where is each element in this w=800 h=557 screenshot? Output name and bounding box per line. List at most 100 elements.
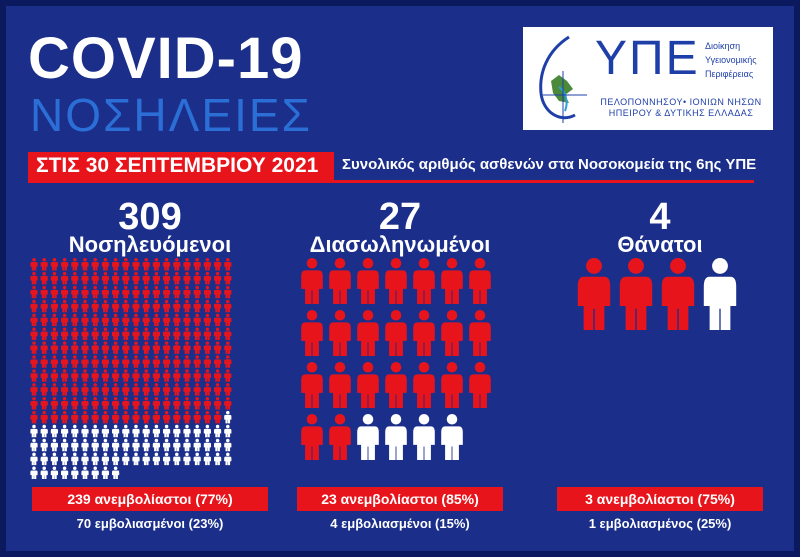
logo-region-line: ΠΕΛΟΠΟΝΝΗΣΟΥ• ΙΟΝΙΩΝ ΝΗΣΩΝ <box>600 97 762 107</box>
unvaccinated-person-icon <box>224 285 232 299</box>
unvaccinated-person-icon <box>142 355 150 368</box>
vaccinated-person-icon <box>357 414 379 460</box>
unvaccinated-person-icon <box>152 397 160 410</box>
unvaccinated-person-icon <box>81 341 89 354</box>
unvaccinated-person-icon <box>81 355 89 368</box>
unvaccinated-person-icon <box>112 369 120 382</box>
unvaccinated-person-icon <box>469 258 491 304</box>
unvaccinated-person-icon <box>101 258 109 271</box>
vaccinated-person-icon <box>71 424 79 438</box>
unvaccinated-person-icon <box>91 271 99 285</box>
unvaccinated-person-icon <box>71 313 79 327</box>
unvaccinated-person-icon <box>163 341 171 354</box>
date-underline <box>28 180 754 183</box>
unvaccinated-person-icon <box>91 410 99 424</box>
unvaccinated-person-icon <box>173 258 181 271</box>
unvaccinated-person-icon <box>122 355 130 368</box>
unvaccinated-person-icon <box>81 383 89 396</box>
unvaccinated-person-icon <box>214 313 222 327</box>
unvaccinated-person-icon <box>122 410 130 424</box>
deaths-vaccinated-note: 1 εμβολιασμένος (25%) <box>588 516 732 531</box>
unvaccinated-person-icon <box>152 271 160 285</box>
unvaccinated-person-icon <box>152 285 160 299</box>
intubated-vaccinated-note: 4 εμβολιασμένοι (15%) <box>330 516 470 531</box>
unvaccinated-person-icon <box>91 299 99 313</box>
unvaccinated-person-icon <box>329 310 351 356</box>
unvaccinated-person-icon <box>183 369 191 382</box>
unvaccinated-person-icon <box>122 258 130 271</box>
vaccinated-person-icon <box>163 452 171 466</box>
vaccinated-person-icon <box>30 452 38 466</box>
vaccinated-person-icon <box>224 438 232 452</box>
unvaccinated-person-icon <box>163 258 171 271</box>
unvaccinated-person-icon <box>61 313 69 327</box>
unvaccinated-person-icon <box>81 271 89 285</box>
unvaccinated-person-icon <box>91 285 99 299</box>
ype-logo: ΥΠΕ Διοίκηση Υγειονομικής Περιφέρειας ΠΕ… <box>523 27 773 130</box>
unvaccinated-person-icon <box>40 313 48 327</box>
unvaccinated-person-icon <box>30 410 38 424</box>
unvaccinated-person-icon <box>385 310 407 356</box>
unvaccinated-person-icon <box>40 299 48 313</box>
unvaccinated-person-icon <box>183 355 191 368</box>
unvaccinated-person-icon <box>357 310 379 356</box>
unvaccinated-person-icon <box>71 355 79 368</box>
unvaccinated-person-icon <box>203 299 211 313</box>
unvaccinated-person-icon <box>163 397 171 410</box>
vaccinated-person-icon <box>50 466 58 479</box>
unvaccinated-person-icon <box>214 327 222 340</box>
vaccinated-person-icon <box>91 466 99 479</box>
unvaccinated-person-icon <box>132 397 140 410</box>
unvaccinated-person-icon <box>40 397 48 410</box>
vaccinated-person-icon <box>122 438 130 452</box>
hospitalized-people-grid <box>30 258 232 479</box>
unvaccinated-person-icon <box>183 410 191 424</box>
unvaccinated-person-icon <box>142 258 150 271</box>
unvaccinated-person-icon <box>385 258 407 304</box>
unvaccinated-person-icon <box>142 285 150 299</box>
unvaccinated-person-icon <box>193 397 201 410</box>
unvaccinated-person-icon <box>142 341 150 354</box>
unvaccinated-person-icon <box>203 327 211 340</box>
unvaccinated-person-icon <box>122 383 130 396</box>
unvaccinated-person-icon <box>152 341 160 354</box>
unvaccinated-person-icon <box>50 285 58 299</box>
unvaccinated-person-icon <box>50 369 58 382</box>
unvaccinated-person-icon <box>142 313 150 327</box>
unvaccinated-person-icon <box>214 355 222 368</box>
unvaccinated-person-icon <box>132 383 140 396</box>
unvaccinated-person-icon <box>193 285 201 299</box>
logo-side-text: Διοίκηση Υγειονομικής Περιφέρειας <box>705 39 771 81</box>
unvaccinated-person-icon <box>203 410 211 424</box>
vaccinated-person-icon <box>152 424 160 438</box>
vaccinated-person-icon <box>214 424 222 438</box>
unvaccinated-person-icon <box>122 299 130 313</box>
vaccinated-person-icon <box>71 466 79 479</box>
unvaccinated-person-icon <box>112 299 120 313</box>
unvaccinated-person-icon <box>50 271 58 285</box>
unvaccinated-person-icon <box>122 341 130 354</box>
vaccinated-person-icon <box>132 438 140 452</box>
unvaccinated-person-icon <box>142 397 150 410</box>
unvaccinated-person-icon <box>173 327 181 340</box>
unvaccinated-person-icon <box>193 410 201 424</box>
logo-side-line: Περιφέρειας <box>705 69 754 79</box>
unvaccinated-person-icon <box>112 258 120 271</box>
unvaccinated-person-icon <box>30 355 38 368</box>
unvaccinated-person-icon <box>132 355 140 368</box>
vaccinated-person-icon <box>61 466 69 479</box>
unvaccinated-person-icon <box>30 258 38 271</box>
hospitalized-total: 309 <box>118 196 182 238</box>
unvaccinated-person-icon <box>61 410 69 424</box>
unvaccinated-person-icon <box>173 410 181 424</box>
unvaccinated-person-icon <box>71 369 79 382</box>
unvaccinated-person-icon <box>224 271 232 285</box>
vaccinated-person-icon <box>71 438 79 452</box>
vaccinated-person-icon <box>81 424 89 438</box>
vaccinated-person-icon <box>112 452 120 466</box>
unvaccinated-person-icon <box>50 341 58 354</box>
unvaccinated-person-icon <box>214 285 222 299</box>
unvaccinated-person-icon <box>163 271 171 285</box>
vaccinated-person-icon <box>224 452 232 466</box>
